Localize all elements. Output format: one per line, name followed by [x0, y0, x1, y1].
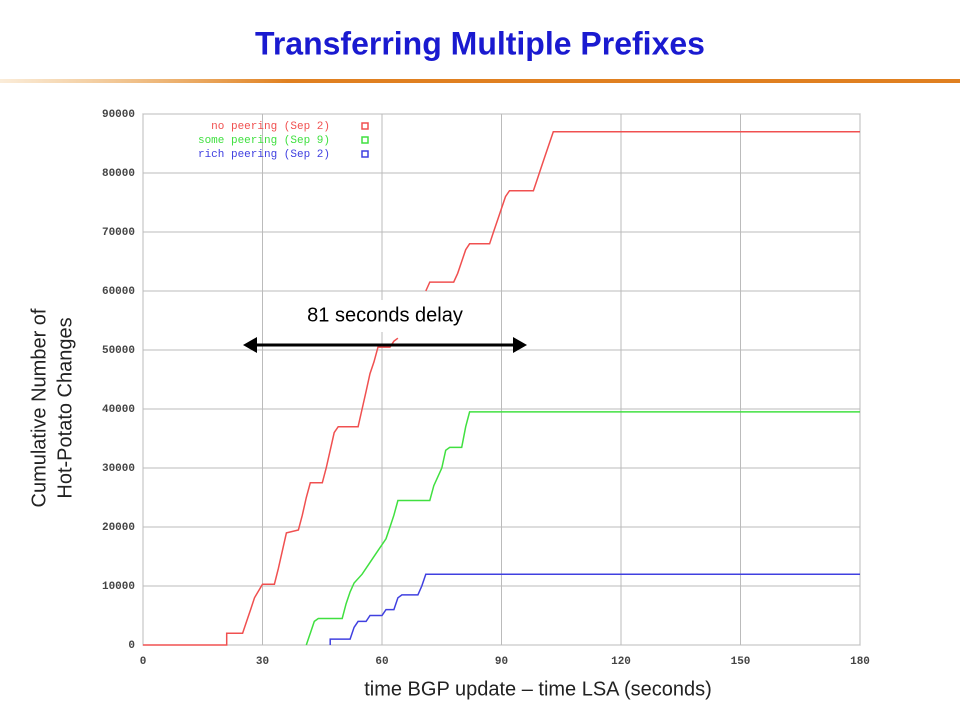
- y-axis-label: Cumulative Number of: [28, 308, 50, 507]
- title-rule: [0, 79, 960, 83]
- arrow-head: [243, 337, 257, 353]
- legend-label: some peering (Sep 9): [198, 135, 330, 147]
- y-tick-label: 20000: [102, 522, 135, 534]
- x-tick-label: 30: [256, 656, 269, 668]
- x-axis-label: time BGP update – time LSA (seconds): [364, 678, 712, 700]
- x-tick-label: 180: [850, 656, 870, 668]
- y-tick-label: 50000: [102, 345, 135, 357]
- y-tick-label: 60000: [102, 286, 135, 298]
- legend-swatch: [361, 136, 369, 144]
- y-axis-label: Hot-Potato Changes: [54, 317, 76, 498]
- annotation-bg: [275, 300, 495, 332]
- y-tick-label: 90000: [102, 109, 135, 121]
- plot: 0 10000 20000 30000 40000 50000 60000 70000 8000…: [102, 109, 870, 668]
- series-line: [329, 573, 860, 645]
- y-tick-label: 10000: [102, 581, 135, 593]
- annotation: 81 seconds delay: [307, 304, 463, 326]
- legend-swatch: [361, 150, 369, 158]
- arrow-head: [513, 337, 527, 353]
- y-tick-label: 80000: [102, 168, 135, 180]
- y-tick-label: 40000: [102, 404, 135, 416]
- slide-title: Transferring Multiple Prefixes: [255, 25, 705, 61]
- y-tick-label: 0: [128, 640, 135, 652]
- x-tick-label: 90: [495, 656, 508, 668]
- series-line: [143, 130, 860, 646]
- y-tick-label: 70000: [102, 227, 135, 239]
- x-tick-label: 150: [731, 656, 751, 668]
- legend-label: no peering (Sep 2): [211, 121, 330, 133]
- legend-swatch: [361, 122, 369, 130]
- x-tick-label: 60: [375, 656, 388, 668]
- x-tick-label: 120: [611, 656, 631, 668]
- legend-label: rich peering (Sep 2): [198, 149, 330, 161]
- x-tick-label: 0: [140, 656, 147, 668]
- y-tick-label: 30000: [102, 463, 135, 475]
- series-line: [305, 411, 860, 646]
